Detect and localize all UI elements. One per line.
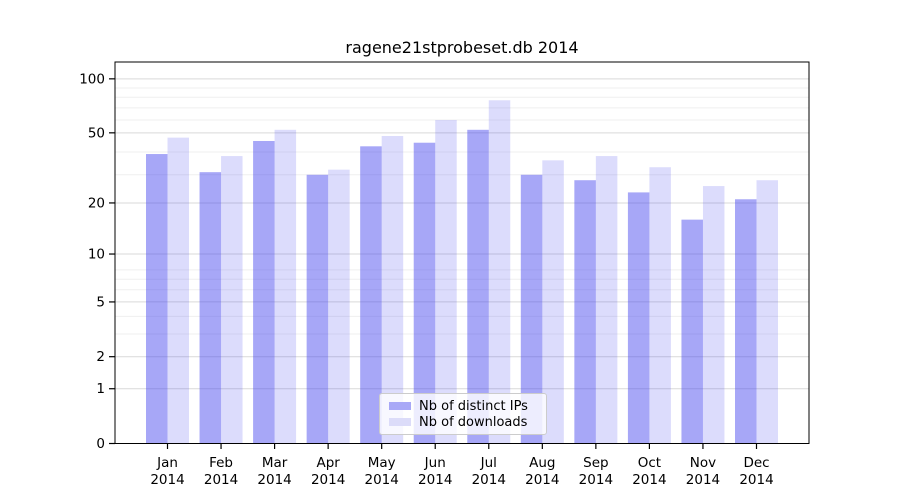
x-tick-label: Apr <box>316 455 340 471</box>
bar-downloads <box>328 169 350 444</box>
bar-downloads <box>649 167 671 444</box>
x-tick-label-year: 2014 <box>632 472 666 488</box>
x-tick-label: Dec <box>743 455 769 471</box>
x-tick-label: May <box>368 455 396 471</box>
bar-downloads <box>756 180 778 444</box>
y-tick-label: 5 <box>96 294 105 310</box>
bar-distinct-ips <box>681 219 703 444</box>
bar-downloads <box>435 119 457 444</box>
legend-item-downloads: Nb of downloads <box>389 414 537 430</box>
y-tick-label: 10 <box>88 247 105 263</box>
legend-item-distinct-ips: Nb of distinct IPs <box>389 398 537 414</box>
bar-downloads <box>274 129 297 444</box>
x-tick-label-year: 2014 <box>365 472 399 488</box>
x-tick-label: Oct <box>638 455 661 471</box>
x-tick-label-year: 2014 <box>525 472 559 488</box>
bar-downloads <box>488 100 511 444</box>
bar-distinct-ips <box>306 174 329 444</box>
bar-distinct-ips <box>520 174 543 444</box>
legend: Nb of distinct IPs Nb of downloads <box>379 393 547 435</box>
x-tick-label-year: 2014 <box>257 472 291 488</box>
bar-downloads <box>221 156 243 444</box>
x-tick-label-year: 2014 <box>579 472 613 488</box>
x-tick-label: Mar <box>262 455 288 471</box>
legend-label-downloads: Nb of downloads <box>419 414 528 430</box>
x-tick-label: Jul <box>480 455 497 471</box>
bar-distinct-ips <box>574 180 596 444</box>
bar-distinct-ips <box>146 154 168 444</box>
x-tick-label: Jun <box>424 455 446 471</box>
bar-downloads <box>167 137 189 444</box>
bar-downloads <box>381 135 404 444</box>
x-tick-label-year: 2014 <box>418 472 452 488</box>
bar-distinct-ips <box>413 142 436 444</box>
y-tick-label: 1 <box>96 381 105 397</box>
y-tick-label: 2 <box>96 349 105 365</box>
y-tick-label: 100 <box>79 71 105 87</box>
legend-swatch-distinct-ips-icon <box>389 402 411 410</box>
x-tick-label-year: 2014 <box>150 472 184 488</box>
bar-distinct-ips <box>360 146 382 444</box>
bar-downloads <box>702 186 725 444</box>
x-tick-label-year: 2014 <box>311 472 345 488</box>
bar-distinct-ips <box>735 199 757 444</box>
x-tick-label-year: 2014 <box>686 472 720 488</box>
plot-border <box>114 61 810 444</box>
bar-distinct-ips <box>467 129 489 444</box>
bar-downloads <box>595 156 618 444</box>
legend-label-distinct-ips: Nb of distinct IPs <box>419 398 528 414</box>
x-tick-label: Jan <box>156 455 178 471</box>
chart-title: ragene21stprobeset.db 2014 <box>345 38 579 57</box>
x-tick-label-year: 2014 <box>472 472 506 488</box>
y-tick-label: 50 <box>88 125 105 141</box>
x-tick-label: Sep <box>583 455 608 471</box>
bar-distinct-ips <box>199 172 222 444</box>
x-tick-label: Nov <box>690 455 716 471</box>
y-tick-label: 20 <box>88 195 105 211</box>
y-tick-label: 0 <box>96 436 105 452</box>
x-tick-label-year: 2014 <box>739 472 773 488</box>
bar-downloads <box>542 160 564 444</box>
bar-distinct-ips <box>627 192 650 444</box>
x-tick-label-year: 2014 <box>204 472 238 488</box>
bar-distinct-ips <box>253 140 275 444</box>
x-tick-label: Aug <box>529 455 555 471</box>
x-tick-label: Feb <box>209 455 233 471</box>
legend-swatch-downloads-icon <box>389 418 411 426</box>
